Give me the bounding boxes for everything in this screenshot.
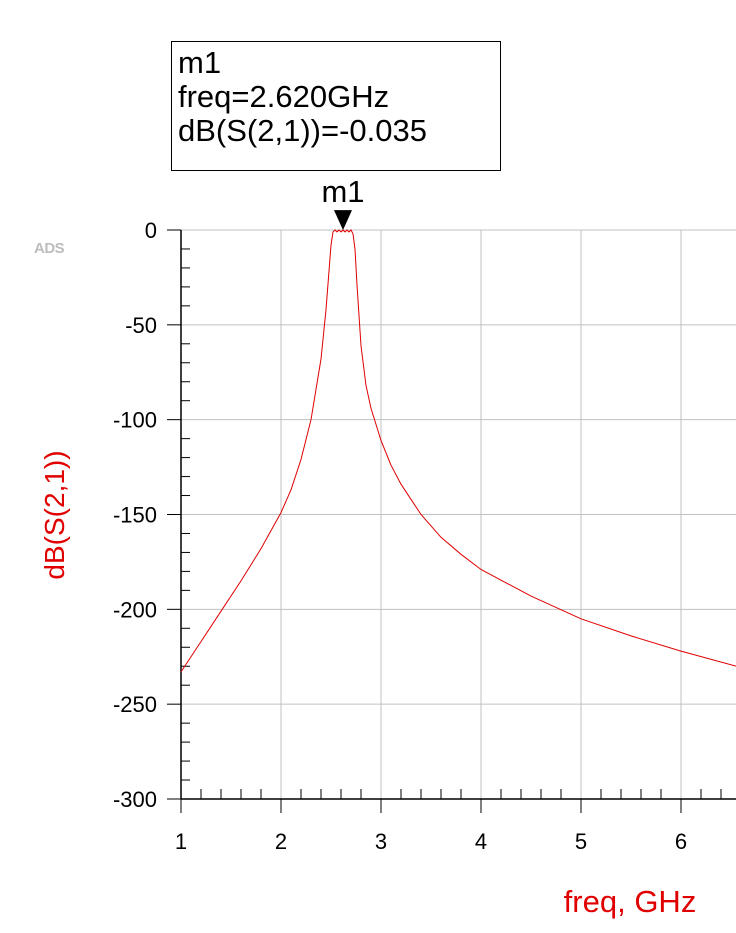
y-tick-label: -300 — [113, 787, 157, 812]
series-line — [180, 229, 736, 673]
marker-readout-name: m1 — [178, 45, 222, 80]
x-tick-label: 6 — [675, 829, 687, 854]
x-tick-label: 4 — [475, 829, 487, 854]
y-tick-label: -100 — [113, 408, 157, 433]
marker-m1[interactable]: m1 — [321, 174, 365, 231]
y-tick-labels: 0 -50 -100 -150 -200 -250 -300 — [113, 218, 157, 812]
grid-lines — [181, 229, 736, 799]
marker-readout-value: dB(S(2,1))=-0.035 — [178, 113, 427, 148]
y-tick-label: -150 — [113, 503, 157, 528]
x-tick-label: 1 — [175, 829, 187, 854]
ads-watermark: ADS — [34, 240, 65, 257]
x-tick-label: 3 — [375, 829, 387, 854]
axes — [167, 229, 736, 813]
y-tick-label: -250 — [113, 692, 157, 717]
marker-arrow-icon[interactable] — [334, 210, 352, 231]
marker-readout-box[interactable]: m1 freq=2.620GHz dB(S(2,1))=-0.035 — [171, 41, 501, 171]
marker-readout-freq: freq=2.620GHz — [178, 79, 390, 114]
y-tick-label: -200 — [113, 597, 157, 622]
x-tick-labels: 1 2 3 4 5 6 — [175, 829, 687, 854]
y-tick-label: 0 — [145, 218, 157, 243]
marker-label: m1 — [321, 174, 364, 209]
x-tick-label: 2 — [275, 829, 287, 854]
x-axis-label: freq, GHz — [564, 884, 697, 919]
y-tick-label: -50 — [125, 313, 157, 338]
y-axis-label: dB(S(2,1)) — [39, 450, 70, 579]
x-tick-label: 5 — [575, 829, 587, 854]
minor-ticks — [181, 248, 722, 799]
